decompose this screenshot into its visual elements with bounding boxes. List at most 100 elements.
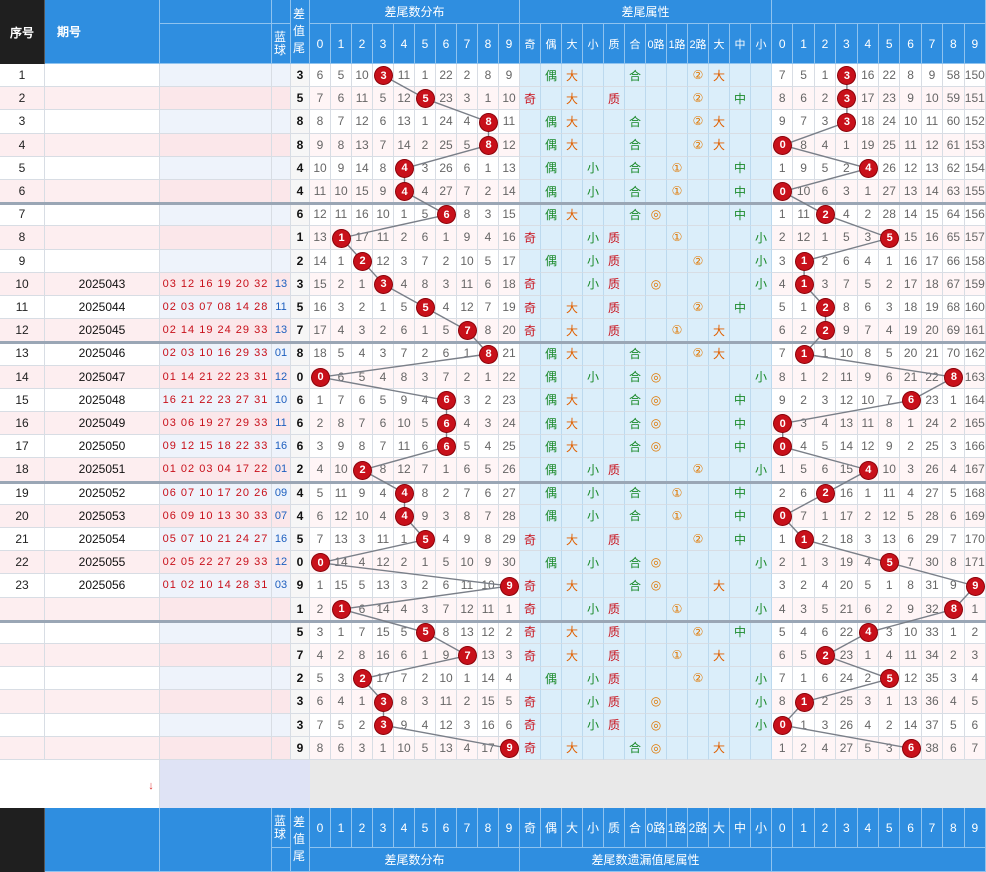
miss-cell: 8 [879,412,901,436]
attr-cell [583,435,604,459]
row-seq [0,690,45,714]
attr-cell [541,87,562,111]
dist-cell: 11 [457,574,478,598]
dist-cell: 7 [394,342,415,366]
row-period: 2025055 [45,551,160,575]
attr-cell: 偶 [541,435,562,459]
dist-cell: 18 [499,272,520,296]
attr-cell [562,504,583,528]
attr-cell [709,528,730,552]
dist-cell: 15 [373,620,394,644]
dist-cell: 15 [499,203,520,227]
attr-cell: 小 [583,249,604,273]
miss-cell: 17 [836,504,858,528]
attr-cell: 大 [562,644,583,668]
miss-cell: 6 [814,180,837,204]
dist-cell: 9 [436,644,457,668]
attr-cell: 质 [604,319,625,343]
row-period: 2025044 [45,296,160,320]
attr-cell: 偶 [541,342,562,366]
attr-cell [730,667,751,691]
attr-cell: 大 [562,388,583,412]
attr-cell [625,713,646,737]
diff-tail-header: 差值尾 [291,0,310,64]
attr-cell [562,365,583,389]
attr-cell: 奇 [520,87,541,111]
row-period [45,620,160,644]
dist-cell: 2 [436,481,457,505]
attr-cell: 合 [625,365,646,389]
attr-cell: 质 [604,226,625,250]
row-period [45,249,160,273]
dist-cell: 2 [436,249,457,273]
attr-cell [667,249,688,273]
dist-cell: 12 [310,203,331,227]
dist-cell: 4 [373,365,394,389]
dist-cell: 7 [310,528,331,552]
dist-cell: 10 [394,736,415,760]
dist-cell: 10 [457,551,478,575]
attr-cell [583,574,604,598]
row-seq [0,667,45,691]
row-period: 2025045 [45,319,160,343]
dist-cell: 1 [373,736,394,760]
dist-ball: 2 [354,252,371,270]
attr-header-11: 小 [751,24,772,64]
miss-cell: 4 [964,667,986,691]
row-red-balls [160,180,272,204]
footer-attr-6: 0路 [646,808,667,848]
dist-ball: 5 [417,623,434,641]
dist-cell: 10 [457,249,478,273]
attr-cell [604,203,625,227]
dist-ball: 2 [354,461,371,479]
dist-cell: 14 [310,249,331,273]
miss-digit-header-7: 7 [921,24,944,64]
attr-cell [604,412,625,436]
dist-cell: 4 [310,458,331,482]
attr-cell [520,156,541,180]
attr-cell: ① [667,597,688,621]
attr-cell [709,203,730,227]
miss-cell: 10 [921,87,944,111]
attr-cell: 质 [604,249,625,273]
dist-cell: 3 [394,249,415,273]
attr-cell [751,528,772,552]
miss-cell: 5 [793,644,815,668]
attr-cell [688,388,709,412]
attr-cell [520,249,541,273]
attr-cell [520,504,541,528]
seq-header: 序号 [0,0,45,64]
footer-dist-digit-7: 7 [457,808,478,848]
attr-cell: 中 [730,180,751,204]
attr-cell [625,296,646,320]
miss-cell: 3 [900,458,922,482]
miss-cell: 10 [793,180,815,204]
dist-cell: 3 [310,435,331,459]
attr-cell [604,180,625,204]
row-red-balls [160,249,272,273]
footer-dist-digit-1: 1 [331,808,352,848]
miss-cell: 4 [943,690,965,714]
footer-attr-2: 大 [562,808,583,848]
row-seq: 12 [0,319,45,343]
dist-cell: 3 [352,319,373,343]
miss-cell: 4 [900,481,922,505]
dist-cell: 6 [373,110,394,134]
attr-cell [625,272,646,296]
dist-cell: 4 [373,504,394,528]
miss-cell: 1 [793,713,815,737]
row-seq: 9 [0,249,45,273]
attr-header-6: 0路 [646,24,667,64]
row-diff-tail: 9 [291,574,310,598]
row-red-balls [160,713,272,737]
miss-cell: 2 [879,713,901,737]
attr-cell: 大 [562,528,583,552]
dist-cell: 3 [457,87,478,111]
dist-cell: 2 [310,597,331,621]
attr-cell [730,249,751,273]
dist-cell: 8 [415,481,436,505]
miss-cell: 6 [857,296,879,320]
row-seq [0,736,45,760]
attr-cell [688,319,709,343]
scroll-down-icon[interactable]: ↓ [148,780,154,792]
